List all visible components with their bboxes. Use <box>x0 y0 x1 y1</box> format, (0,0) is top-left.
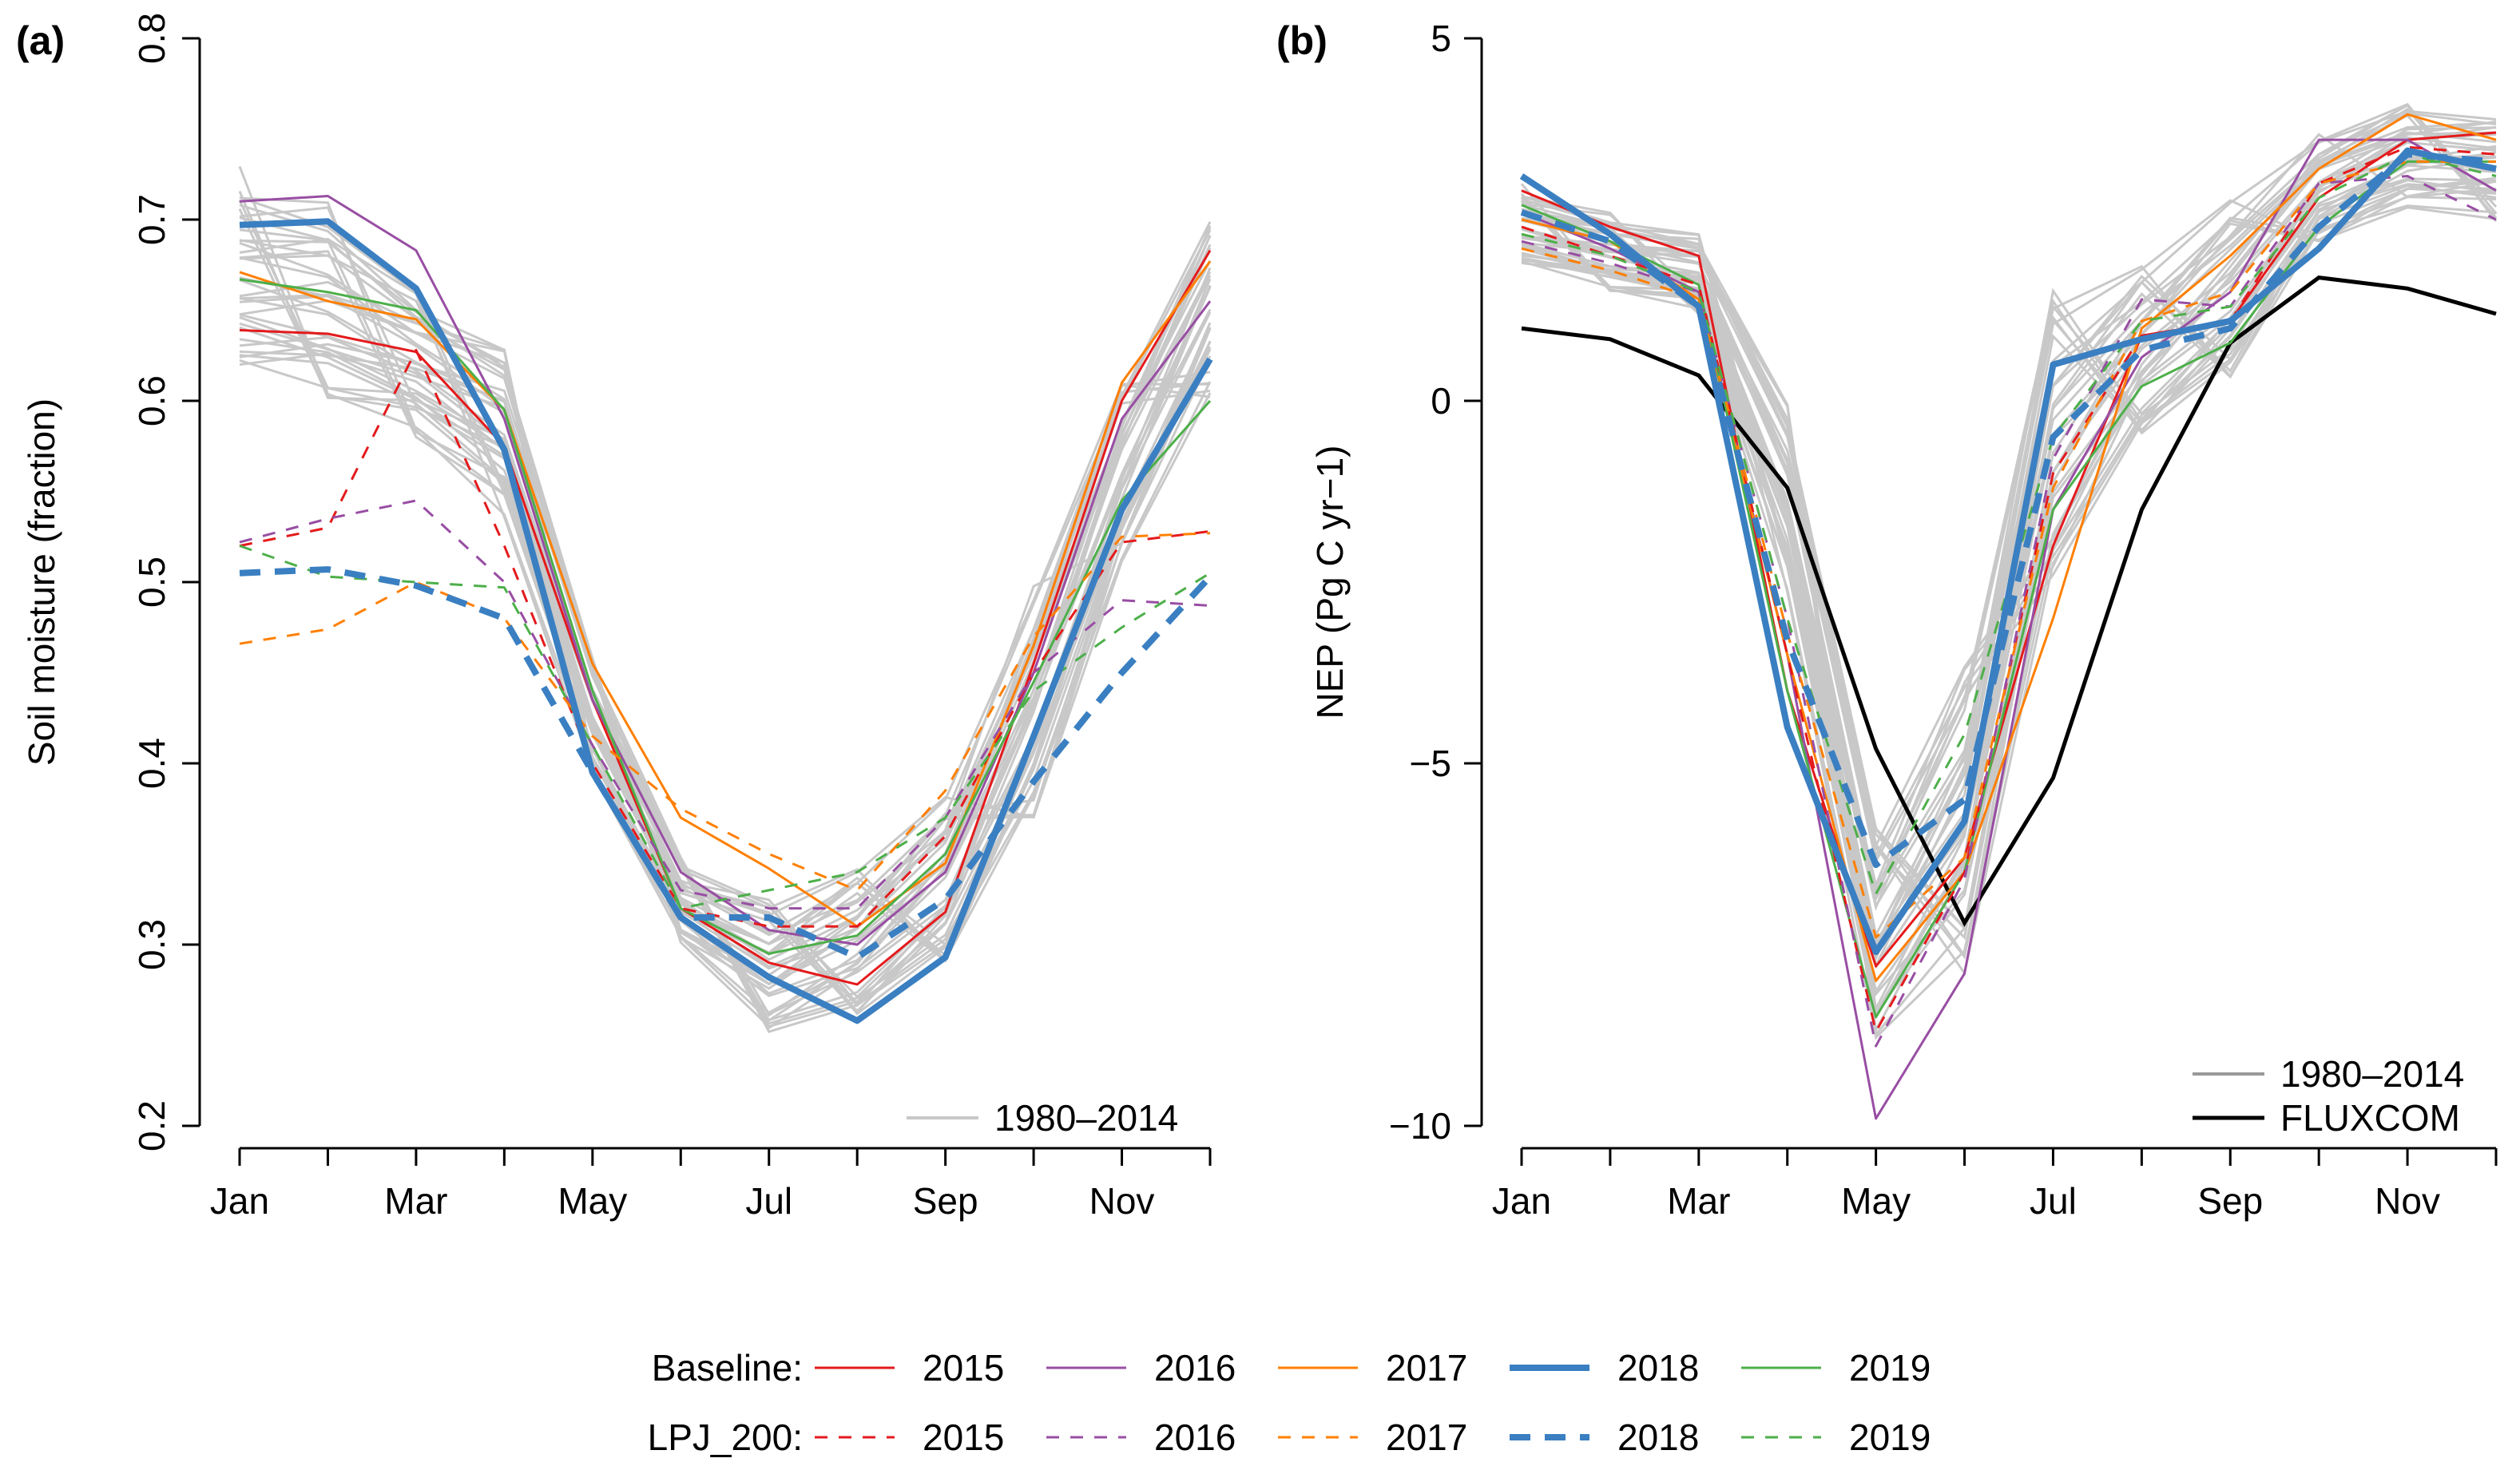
bottom-legend-row-label: LPJ_200: <box>648 1417 803 1458</box>
background-year-line <box>239 322 1212 1005</box>
panel-a: Jan Mar May Jul Sep Nov 0.2 0.3 0.4 0.5 0.6 0.7 0.8 S… <box>16 13 1213 1222</box>
background-year-line <box>239 196 1212 937</box>
series-line-lpj-200-2017 <box>239 532 1211 892</box>
series-line-baseline-2018 <box>239 218 1213 1024</box>
x-tick-label: Jul <box>2030 1180 2077 1222</box>
y-tick-label: 5 <box>1431 18 1451 59</box>
x-tick-label: Jan <box>210 1180 269 1222</box>
y-tick-label: 0.7 <box>131 194 173 245</box>
bottom-legend-year: 2018 <box>1617 1417 1699 1458</box>
series-line-baseline-2016 <box>239 195 1212 946</box>
bottom-legend-year: 2019 <box>1849 1347 1931 1389</box>
y-tick-label: −10 <box>1389 1105 1451 1147</box>
y-tick-label: 0.2 <box>131 1100 173 1151</box>
background-year-line <box>239 221 1212 986</box>
series-line-baseline-2017 <box>239 260 1212 928</box>
background-year-line <box>1521 126 2497 959</box>
y-tick-label: −5 <box>1410 743 1451 784</box>
series-line-lpj-200-2015 <box>239 348 1211 928</box>
y-axis-label: Soil moisture (fraction) <box>21 398 62 766</box>
bottom-legend-year: 2016 <box>1154 1347 1236 1389</box>
series-line-baseline-2015 <box>1521 131 2497 968</box>
bottom-legend-year: 2015 <box>923 1417 1004 1458</box>
background-year-line <box>239 227 1212 977</box>
y-tick-label: 0.5 <box>131 557 173 608</box>
x-tick-label: May <box>1841 1180 1911 1222</box>
x-tick-label: Mar <box>1667 1180 1730 1222</box>
background-year-line <box>239 224 1212 997</box>
inset-legend: 1980–2014 <box>907 1097 1178 1139</box>
series-line-lpj-200-2015 <box>1521 145 2497 1033</box>
bottom-legend-year: 2015 <box>923 1347 1004 1389</box>
bottom-legend-row-label: Baseline: <box>652 1347 803 1389</box>
y-tick-label: 0.4 <box>131 738 173 789</box>
panel-label: (b) <box>1276 18 1327 63</box>
bottom-legend-year: 2018 <box>1617 1347 1699 1389</box>
x-tick-label: Nov <box>1089 1180 1155 1222</box>
series-line-lpj-200-2019 <box>239 545 1211 910</box>
x-tick-label: Jan <box>1492 1180 1551 1222</box>
series-line-lpj-200-2018 <box>1520 151 2497 869</box>
x-tick-label: Sep <box>913 1180 978 1222</box>
background-year-line <box>1521 145 2497 890</box>
inset-legend-label: FLUXCOM <box>2280 1097 2460 1139</box>
background-year-line <box>239 204 1211 945</box>
background-year-line <box>239 228 1212 961</box>
background-year-line <box>239 235 1212 1022</box>
bottom-legend-year: 2017 <box>1386 1417 1467 1458</box>
y-tick-label: 0.8 <box>131 13 173 64</box>
series-line-baseline-2017 <box>1521 113 2497 982</box>
y-tick-label: 0 <box>1431 380 1451 422</box>
background-years-group <box>238 165 1212 1033</box>
x-tick-label: Sep <box>2197 1180 2263 1222</box>
inset-legend-label: 1980–2014 <box>2280 1053 2464 1095</box>
series-line-baseline-2019 <box>1521 160 2496 1019</box>
bottom-legend-year: 2016 <box>1154 1417 1236 1458</box>
x-tick-label: Mar <box>384 1180 447 1222</box>
x-tick-label: May <box>558 1180 627 1222</box>
y-tick-label: 0.3 <box>131 919 173 970</box>
panel-b: Jan Mar May Jul Sep Nov −10 −5 0 5 NEP (Pg C yr−1)… <box>1276 18 2498 1222</box>
bottom-legend-year: 2017 <box>1386 1347 1467 1389</box>
x-tick-label: Jul <box>745 1180 792 1222</box>
inset-legend-label: 1980–2014 <box>994 1097 1178 1139</box>
fluxcom-line <box>1521 275 2497 927</box>
background-years-group <box>1520 102 2498 1040</box>
background-year-line <box>238 200 1212 947</box>
x-tick-label: Nov <box>2375 1180 2440 1222</box>
y-axis-label: NEP (Pg C yr−1) <box>1309 446 1351 719</box>
panel-label: (a) <box>16 18 65 63</box>
bottom-legend: Baseline: 2015 2016 2017 2018 2019 LPJ_200: 201… <box>648 1347 1931 1458</box>
series-line-baseline-2015 <box>239 249 1212 986</box>
y-tick-label: 0.6 <box>131 375 173 426</box>
bottom-legend-year: 2019 <box>1849 1417 1931 1458</box>
